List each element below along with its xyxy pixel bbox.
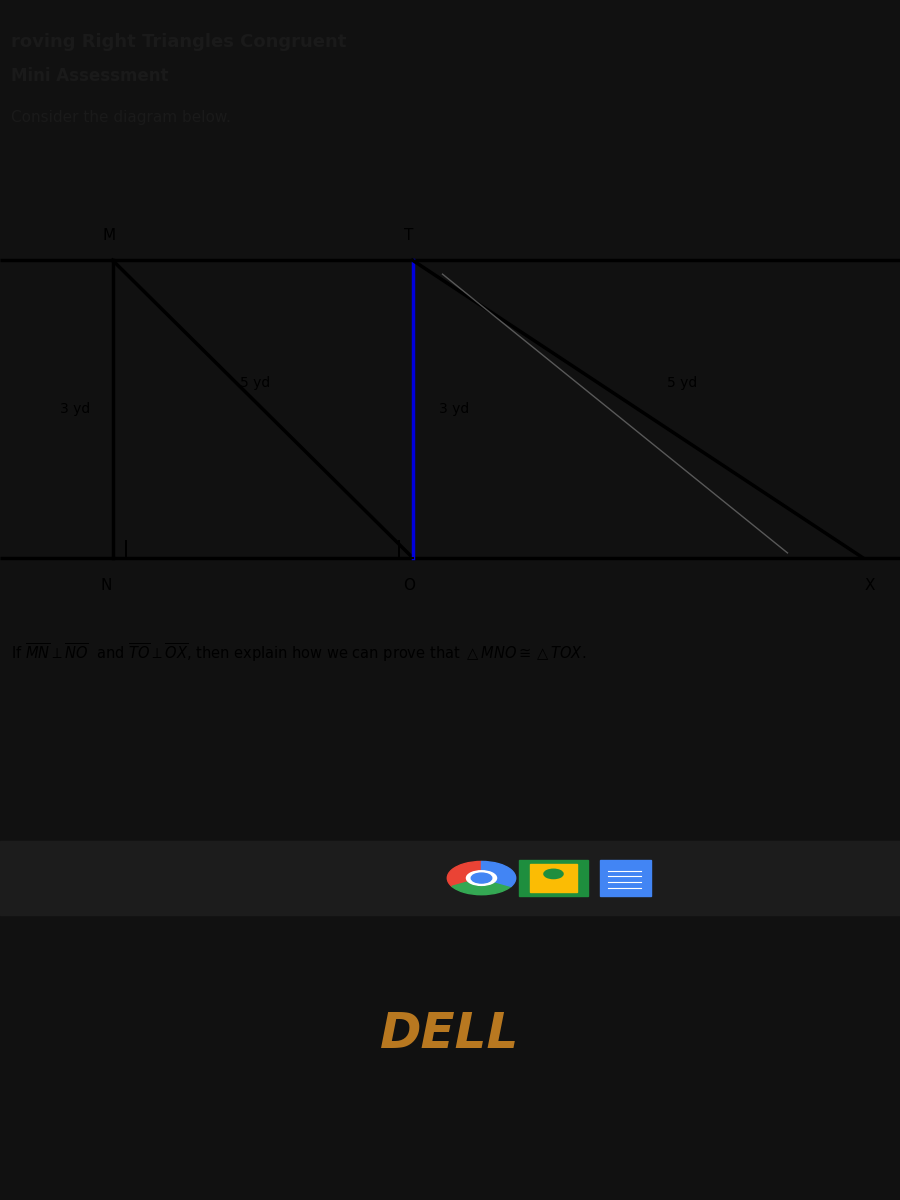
Wedge shape — [452, 878, 511, 895]
Text: 3 yd: 3 yd — [60, 402, 90, 416]
Text: T: T — [404, 228, 413, 244]
Text: 3 yd: 3 yd — [438, 402, 469, 416]
FancyBboxPatch shape — [519, 859, 588, 896]
Circle shape — [544, 869, 563, 878]
Text: X: X — [865, 578, 875, 593]
FancyBboxPatch shape — [599, 859, 651, 896]
Circle shape — [472, 874, 491, 883]
Bar — [0, 841, 900, 916]
Wedge shape — [482, 862, 516, 887]
Text: M: M — [103, 228, 115, 244]
Circle shape — [466, 871, 497, 886]
Text: O: O — [403, 578, 415, 593]
Text: Mini Assessment: Mini Assessment — [11, 67, 169, 85]
Text: If $\overline{MN} \perp \overline{NO}$  and $\overline{TO} \perp \overline{OX}$,: If $\overline{MN} \perp \overline{NO}$ a… — [11, 641, 587, 664]
Text: 5 yd: 5 yd — [668, 376, 698, 390]
Text: Consider the diagram below.: Consider the diagram below. — [11, 109, 231, 125]
Text: N: N — [101, 578, 112, 593]
FancyBboxPatch shape — [529, 864, 578, 893]
Text: 5 yd: 5 yd — [240, 376, 270, 390]
Text: roving Right Triangles Congruent: roving Right Triangles Congruent — [11, 32, 346, 50]
Wedge shape — [447, 862, 482, 887]
Text: DELL: DELL — [381, 1009, 519, 1057]
